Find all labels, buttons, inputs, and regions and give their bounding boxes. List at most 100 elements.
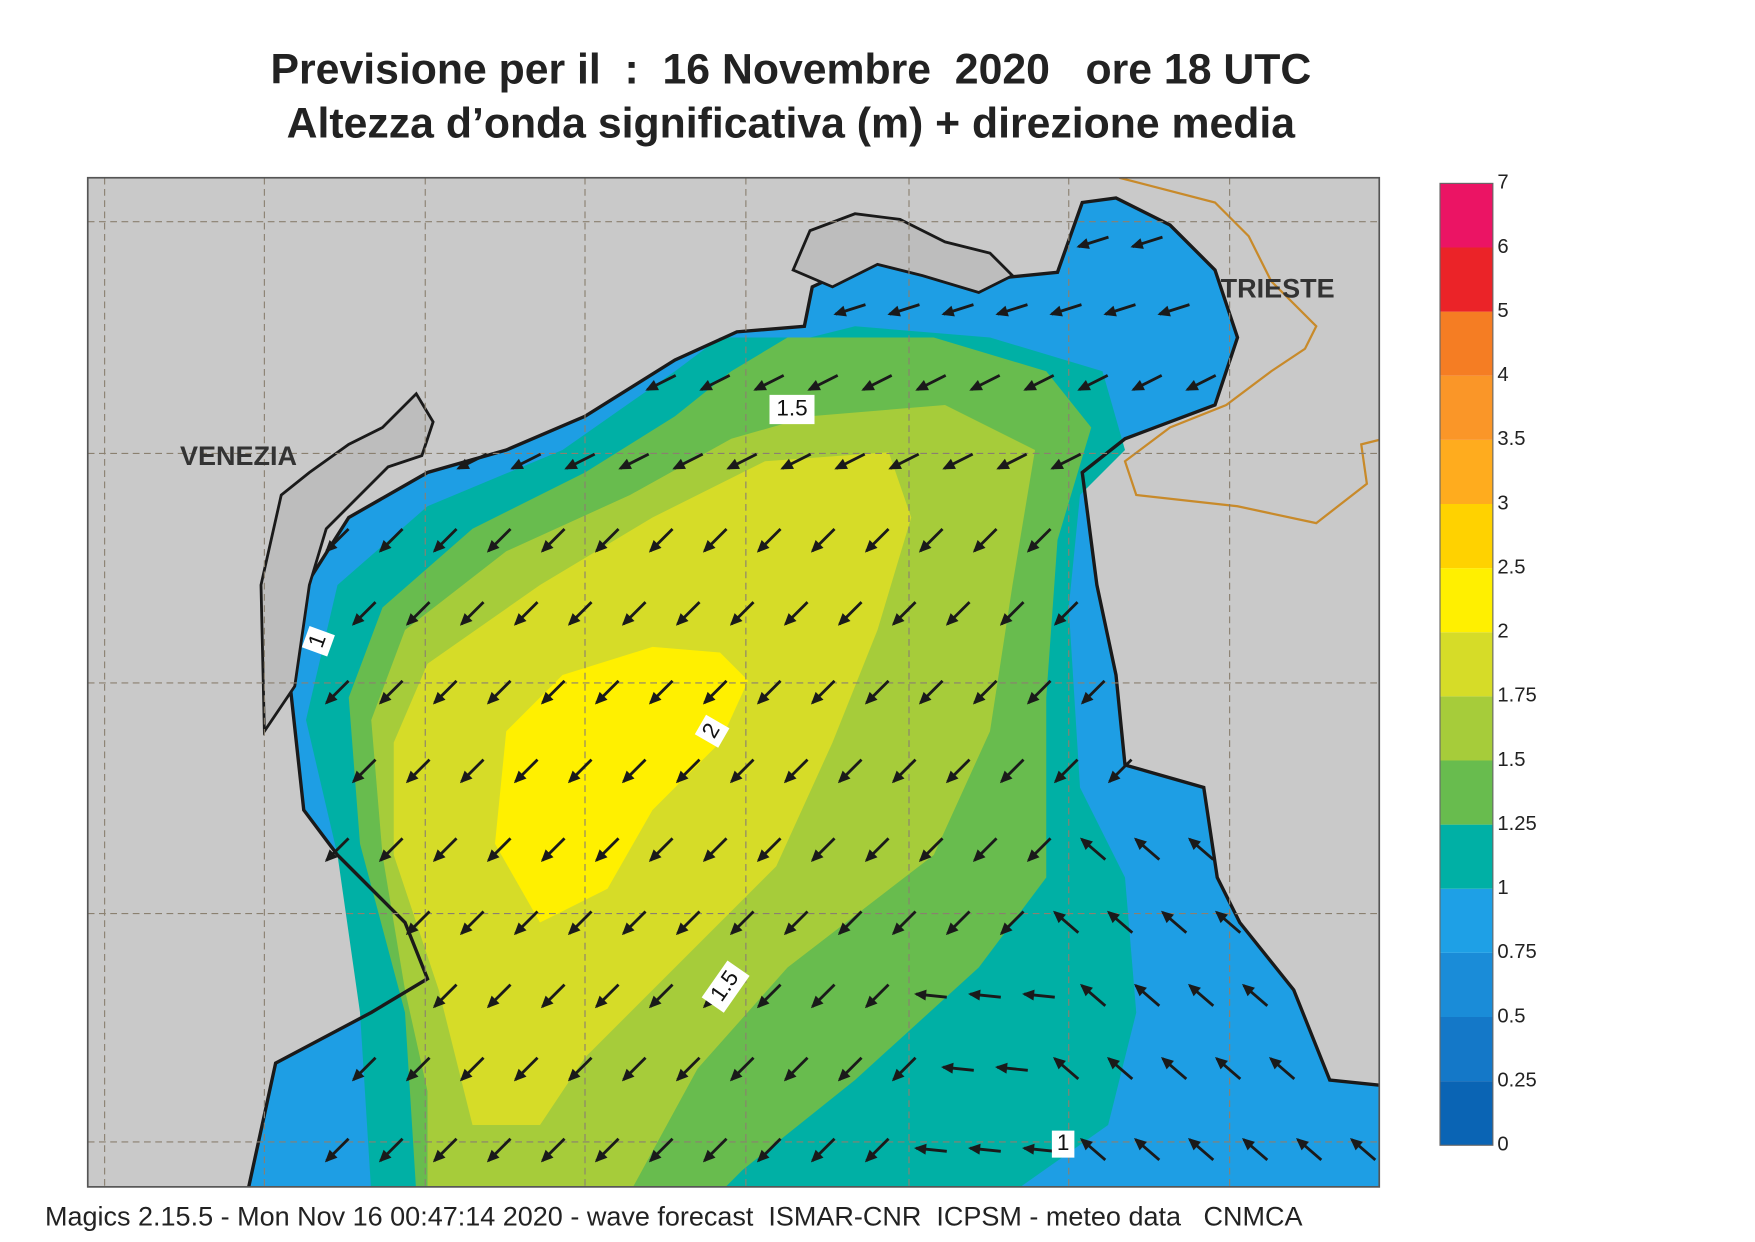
wave-arrow bbox=[918, 837, 944, 862]
contour-label: 2 bbox=[694, 714, 730, 748]
arrow-head bbox=[324, 1149, 338, 1163]
arrow-head bbox=[729, 770, 743, 784]
wave-arrow bbox=[1215, 910, 1242, 934]
wave-arrow bbox=[1161, 1057, 1188, 1081]
wave-arrow bbox=[1185, 374, 1217, 391]
wave-arrow bbox=[783, 758, 809, 784]
wave-arrow bbox=[833, 303, 866, 317]
wave-arrow bbox=[540, 1137, 566, 1163]
arrow-head bbox=[941, 1062, 954, 1074]
arrow-head bbox=[513, 922, 527, 936]
wave-arrow bbox=[1107, 1057, 1134, 1081]
arrow-head bbox=[1026, 691, 1040, 705]
arrow-head bbox=[648, 849, 662, 862]
arrow-head bbox=[621, 922, 635, 936]
arrow-head bbox=[1134, 1138, 1147, 1151]
legend-label: 0.5 bbox=[1497, 1005, 1525, 1027]
arrow-head bbox=[783, 922, 797, 936]
arrow-head bbox=[834, 458, 848, 470]
arrow-head bbox=[324, 691, 338, 705]
wave-arrow bbox=[807, 374, 839, 391]
arrow-head bbox=[864, 691, 878, 705]
arrow-head bbox=[810, 540, 824, 553]
wave-arrow bbox=[513, 910, 539, 936]
arrow-head bbox=[645, 379, 659, 391]
wave-arrow bbox=[972, 679, 998, 705]
wave-arrow bbox=[648, 837, 674, 862]
arrow-head bbox=[702, 691, 716, 705]
wave-arrow bbox=[1269, 1057, 1296, 1081]
wave-arrow bbox=[594, 837, 620, 862]
frame bbox=[86, 176, 1381, 1188]
wave-arrow bbox=[702, 837, 728, 862]
legend-label: 0 bbox=[1497, 1134, 1508, 1156]
arrow-head bbox=[945, 770, 959, 784]
wave-arrow bbox=[810, 527, 836, 553]
wave-arrow bbox=[567, 910, 593, 936]
wave-arrow bbox=[864, 679, 890, 705]
arrow-head bbox=[1053, 613, 1067, 626]
arrow-head bbox=[968, 1143, 981, 1155]
colorbar-frame bbox=[1439, 182, 1494, 1146]
wave-arrow bbox=[918, 679, 944, 705]
wave-arrow bbox=[1134, 983, 1161, 1007]
arrow-head bbox=[945, 922, 959, 936]
arrow-head bbox=[540, 995, 554, 1009]
arrow-head bbox=[648, 995, 662, 1009]
wave-arrow bbox=[864, 983, 890, 1009]
wave-arrow bbox=[594, 679, 620, 705]
arrow-head bbox=[675, 1068, 689, 1082]
arrow-head bbox=[1130, 238, 1144, 249]
arrow-head bbox=[914, 1143, 927, 1155]
arrow-head bbox=[864, 849, 878, 862]
wave-arrow bbox=[618, 452, 650, 470]
arrow-head bbox=[945, 613, 959, 626]
arrow-head bbox=[729, 922, 743, 936]
arrow-head bbox=[861, 379, 875, 391]
arrow-head bbox=[753, 379, 767, 391]
legend-label: 1 bbox=[1497, 877, 1508, 899]
wave-arrow bbox=[729, 1056, 755, 1082]
wave-arrow bbox=[459, 758, 485, 784]
arrow-head bbox=[891, 1068, 905, 1082]
legend-label: 1.5 bbox=[1497, 749, 1525, 771]
legend-swatch bbox=[1440, 375, 1493, 440]
wave-arrow bbox=[459, 601, 485, 626]
wave-arrow bbox=[999, 601, 1025, 626]
wave-arrow bbox=[1134, 837, 1161, 861]
wave-arrow bbox=[888, 452, 920, 470]
arrow-head bbox=[914, 989, 927, 1001]
arrow-head bbox=[672, 458, 686, 470]
arrow-head bbox=[1022, 1143, 1035, 1155]
arrow-head bbox=[1107, 910, 1120, 924]
wave-arrow bbox=[1053, 601, 1079, 626]
place-label: VENEZIA bbox=[180, 441, 297, 471]
arrow-head bbox=[756, 849, 770, 862]
arrow-head bbox=[459, 770, 473, 784]
wave-arrow bbox=[432, 679, 458, 705]
wave-arrow bbox=[756, 983, 782, 1009]
contour-label: 1 bbox=[1051, 1130, 1075, 1158]
wave-arrow bbox=[864, 837, 890, 862]
arrow-head bbox=[405, 613, 419, 626]
arrow-head bbox=[459, 1068, 473, 1082]
wave-arrow bbox=[351, 758, 377, 784]
wave-arrow bbox=[405, 758, 431, 784]
wave-arrow bbox=[432, 983, 458, 1009]
arrow-head bbox=[837, 770, 851, 784]
wave-arrow bbox=[672, 452, 704, 470]
arrow-head bbox=[999, 613, 1013, 626]
wave-arrow bbox=[891, 910, 917, 936]
wave-arrow bbox=[1188, 837, 1215, 861]
legend-label: 7 bbox=[1497, 172, 1508, 194]
wave-arrow bbox=[486, 679, 512, 705]
arrow-head bbox=[540, 540, 554, 553]
wave-arrow bbox=[351, 1056, 377, 1082]
wave-arrow bbox=[945, 601, 971, 626]
wave-arrow bbox=[513, 758, 539, 784]
arrow-head bbox=[486, 1149, 500, 1163]
arrow-head bbox=[540, 849, 554, 862]
wave-arrow bbox=[1049, 303, 1082, 317]
wave-arrow bbox=[1188, 983, 1215, 1007]
arrow-head bbox=[729, 1068, 743, 1082]
